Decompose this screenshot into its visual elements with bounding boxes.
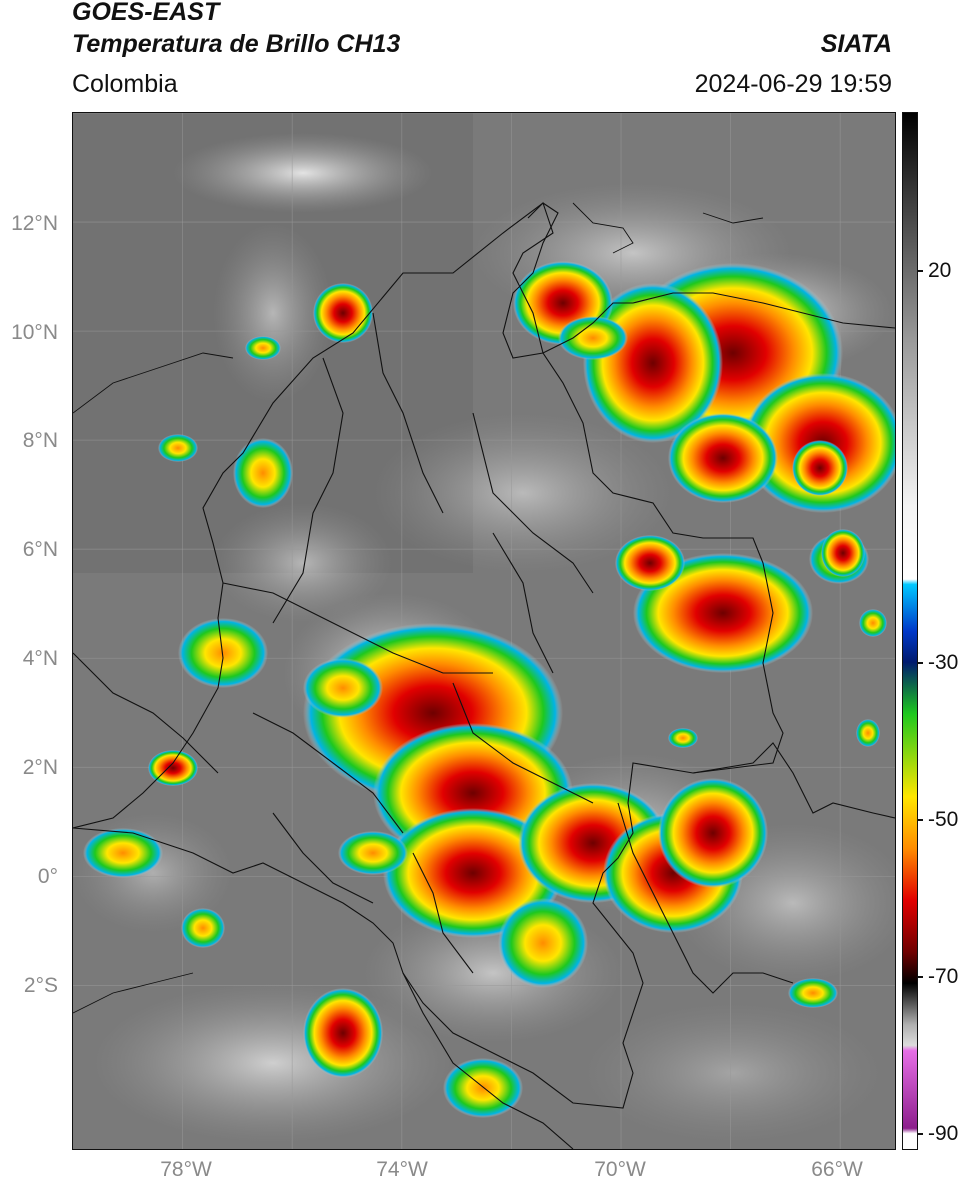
lon-label-74w: 74°W [376, 1158, 428, 1181]
colorbar-label-minus70: -70 [928, 965, 959, 988]
colorbar-label-20: 20 [928, 259, 952, 282]
lon-label-70w: 70°W [594, 1158, 646, 1181]
colorbar-label-minus50: -50 [928, 808, 959, 831]
title-line-1: GOES-EAST [72, 0, 220, 26]
lon-label-78w: 78°W [160, 1158, 212, 1181]
colorbar-tick [917, 662, 923, 664]
colorbar-tick [917, 976, 923, 978]
colorbar-label-minus90: -90 [928, 1122, 959, 1145]
lat-label-4n: 4°N [22, 647, 58, 670]
lat-label-2n: 2°N [22, 756, 58, 779]
map-canvas [73, 113, 895, 1149]
lat-label-10n: 10°N [11, 321, 58, 344]
borders [73, 202, 895, 1149]
organization-label: SIATA [820, 30, 892, 58]
colorbar-label-minus30: -30 [928, 651, 959, 674]
title-line-2: Temperatura de Brillo CH13 [72, 30, 401, 58]
lat-label-2s: 2°S [23, 974, 58, 997]
coastline [73, 202, 764, 1014]
lat-label-8n: 8°N [22, 429, 58, 452]
colorbar-tick [917, 1133, 923, 1135]
region-label: Colombia [72, 70, 178, 98]
lon-label-66w: 66°W [811, 1158, 863, 1181]
lat-label-12n: 12°N [11, 212, 58, 235]
colorbar [902, 112, 918, 1150]
convective-cells [83, 261, 895, 1118]
lat-label-6n: 6°N [22, 538, 58, 561]
colorbar-tick [917, 819, 923, 821]
colorbar-tick [917, 270, 923, 272]
lat-label-0: 0° [37, 865, 58, 888]
satellite-map [72, 112, 896, 1150]
timestamp-label: 2024-06-29 19:59 [694, 70, 892, 98]
